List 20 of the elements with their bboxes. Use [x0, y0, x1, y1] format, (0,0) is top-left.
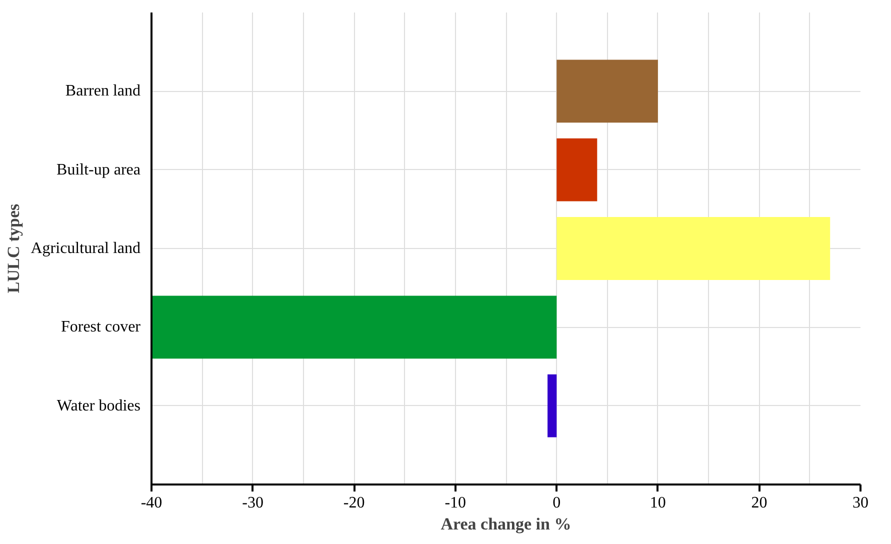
- y-tick-label: Built-up area: [56, 161, 140, 178]
- y-axis-title: LULC types: [4, 203, 23, 294]
- x-tick-label: -40: [140, 494, 162, 512]
- x-tick-label: -30: [242, 494, 264, 512]
- y-tick-label: Agricultural land: [30, 240, 141, 257]
- bar: [556, 217, 830, 280]
- x-tick-label: -20: [343, 494, 365, 512]
- bar: [152, 296, 557, 359]
- x-tick-label: 30: [852, 494, 868, 512]
- bar: [556, 60, 658, 123]
- y-tick-label: Water bodies: [56, 397, 141, 414]
- x-tick-label: 0: [552, 494, 561, 512]
- x-tick-label: -10: [444, 494, 466, 512]
- y-tick-label: Barren land: [65, 82, 140, 100]
- x-tick-label: 10: [650, 494, 666, 512]
- x-tick-label: 20: [751, 494, 768, 512]
- x-axis-title: Area change in %: [440, 514, 572, 534]
- bar: [556, 138, 598, 202]
- y-tick-label: Forest cover: [60, 318, 142, 336]
- bar: [548, 374, 557, 438]
